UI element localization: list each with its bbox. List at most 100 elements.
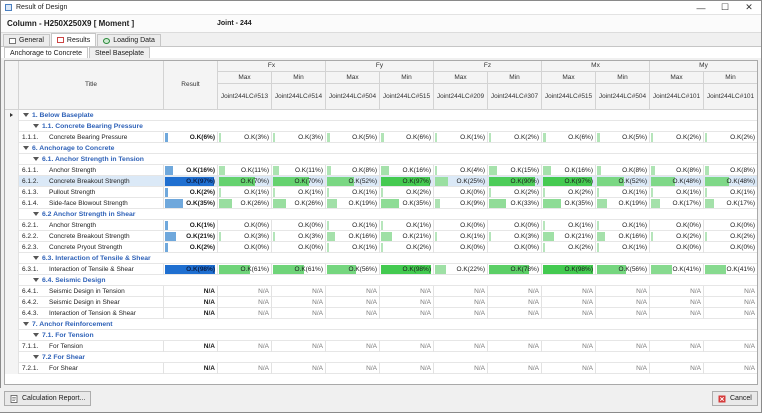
value-cell[interactable]: O.K(1%) bbox=[434, 132, 488, 143]
value-cell[interactable]: O.K(0%) bbox=[650, 220, 704, 231]
value-cell[interactable]: N/A bbox=[596, 286, 650, 297]
value-cell[interactable]: N/A bbox=[650, 286, 704, 297]
value-cell[interactable]: N/A bbox=[218, 341, 272, 352]
value-cell[interactable]: N/A bbox=[326, 308, 380, 319]
calculation-report-button[interactable]: Calculation Report... bbox=[4, 391, 92, 406]
value-cell[interactable]: O.K(70%) bbox=[272, 176, 326, 187]
value-cell[interactable]: N/A bbox=[488, 308, 542, 319]
value-cell[interactable]: O.K(15%) bbox=[488, 165, 542, 176]
value-cell[interactable]: N/A bbox=[434, 308, 488, 319]
value-cell[interactable]: N/A bbox=[596, 308, 650, 319]
value-cell[interactable]: O.K(78%) bbox=[488, 264, 542, 275]
collapse-arrow-icon[interactable] bbox=[23, 322, 29, 327]
value-cell[interactable]: N/A bbox=[704, 308, 757, 319]
value-cell[interactable]: N/A bbox=[218, 363, 272, 374]
value-cell[interactable]: O.K(48%) bbox=[650, 176, 704, 187]
collapse-arrow-icon[interactable] bbox=[33, 278, 39, 283]
value-cell[interactable]: N/A bbox=[272, 297, 326, 308]
result-cell[interactable]: O.K(21%) bbox=[164, 231, 218, 242]
value-cell[interactable]: O.K(2%) bbox=[488, 187, 542, 198]
section-row[interactable]: 6.2 Anchor Strength in Shear bbox=[5, 209, 757, 220]
value-cell[interactable]: N/A bbox=[488, 363, 542, 374]
table-row[interactable]: 6.4.1. Seismic Design in Tension N/A N/A N/A… bbox=[5, 286, 757, 297]
value-cell[interactable]: O.K(21%) bbox=[542, 231, 596, 242]
value-cell[interactable]: N/A bbox=[380, 363, 434, 374]
result-cell[interactable]: N/A bbox=[164, 341, 218, 352]
value-cell[interactable]: N/A bbox=[434, 297, 488, 308]
value-cell[interactable]: O.K(1%) bbox=[596, 220, 650, 231]
tab-loading-data[interactable]: Loading Data bbox=[97, 34, 161, 46]
value-cell[interactable]: O.K(2%) bbox=[488, 132, 542, 143]
collapse-arrow-icon[interactable] bbox=[23, 113, 29, 118]
collapse-arrow-icon[interactable] bbox=[33, 124, 39, 129]
value-cell[interactable]: N/A bbox=[488, 286, 542, 297]
tab-steel-baseplate[interactable]: Steel Baseplate bbox=[89, 47, 151, 58]
value-cell[interactable]: N/A bbox=[326, 297, 380, 308]
results-grid[interactable]: Title Result Fx Max Joint244 LC#513 Min Joint24… bbox=[4, 60, 758, 385]
cancel-button[interactable]: Cancel bbox=[712, 391, 758, 406]
section-row[interactable]: 6.1. Anchor Strength in Tension bbox=[5, 154, 757, 165]
value-cell[interactable]: N/A bbox=[704, 297, 757, 308]
value-cell[interactable]: N/A bbox=[380, 308, 434, 319]
value-cell[interactable]: O.K(17%) bbox=[704, 198, 757, 209]
table-row[interactable]: 7.2.1. For Shear N/A N/A N/A N/A N/A N/A N/A N/A N… bbox=[5, 363, 757, 374]
result-cell[interactable]: N/A bbox=[164, 286, 218, 297]
value-cell[interactable]: O.K(2%) bbox=[380, 242, 434, 253]
section-row[interactable]: 7.1. For Tension bbox=[5, 330, 757, 341]
result-cell[interactable]: O.K(16%) bbox=[164, 165, 218, 176]
value-cell[interactable]: O.K(16%) bbox=[326, 231, 380, 242]
value-cell[interactable]: N/A bbox=[434, 363, 488, 374]
value-cell[interactable]: O.K(8%) bbox=[326, 165, 380, 176]
value-cell[interactable]: O.K(1%) bbox=[542, 220, 596, 231]
value-cell[interactable]: O.K(1%) bbox=[218, 187, 272, 198]
value-cell[interactable]: O.K(1%) bbox=[380, 220, 434, 231]
value-cell[interactable]: N/A bbox=[704, 341, 757, 352]
value-cell[interactable]: N/A bbox=[488, 341, 542, 352]
value-cell[interactable]: O.K(90%) bbox=[488, 176, 542, 187]
table-row[interactable]: 1.1.1. Concrete Bearing Pressure O.K(6%) O.… bbox=[5, 132, 757, 143]
value-cell[interactable]: N/A bbox=[704, 363, 757, 374]
table-row[interactable]: 6.3.1. Interaction of Tensile & Shear O.K(… bbox=[5, 264, 757, 275]
collapse-arrow-icon[interactable] bbox=[23, 146, 29, 151]
value-cell[interactable]: O.K(52%) bbox=[596, 176, 650, 187]
value-cell[interactable]: N/A bbox=[542, 286, 596, 297]
value-cell[interactable]: O.K(8%) bbox=[704, 165, 757, 176]
value-cell[interactable]: O.K(16%) bbox=[380, 165, 434, 176]
value-cell[interactable]: O.K(1%) bbox=[326, 220, 380, 231]
value-cell[interactable]: O.K(0%) bbox=[218, 242, 272, 253]
result-cell[interactable]: N/A bbox=[164, 308, 218, 319]
value-cell[interactable]: N/A bbox=[542, 341, 596, 352]
value-cell[interactable]: O.K(2%) bbox=[704, 132, 757, 143]
section-row[interactable]: 6.3. Interaction of Tensile & Shear bbox=[5, 253, 757, 264]
value-cell[interactable]: N/A bbox=[650, 308, 704, 319]
value-cell[interactable]: N/A bbox=[596, 341, 650, 352]
value-cell[interactable]: O.K(33%) bbox=[488, 198, 542, 209]
value-cell[interactable]: N/A bbox=[434, 341, 488, 352]
table-row[interactable]: 6.4.2. Seismic Design in Shear N/A N/A N/A N/… bbox=[5, 297, 757, 308]
value-cell[interactable]: N/A bbox=[380, 341, 434, 352]
value-cell[interactable]: O.K(3%) bbox=[272, 231, 326, 242]
value-cell[interactable]: O.K(1%) bbox=[596, 187, 650, 198]
collapse-arrow-icon[interactable] bbox=[33, 333, 39, 338]
tab-results[interactable]: Results bbox=[50, 33, 97, 46]
result-cell[interactable]: N/A bbox=[164, 297, 218, 308]
value-cell[interactable]: O.K(5%) bbox=[596, 132, 650, 143]
section-row[interactable]: 6.4. Seismic Design bbox=[5, 275, 757, 286]
value-cell[interactable]: O.K(35%) bbox=[542, 198, 596, 209]
value-cell[interactable]: O.K(6%) bbox=[542, 132, 596, 143]
section-row[interactable]: 6. Anchorage to Concrete bbox=[5, 143, 757, 154]
value-cell[interactable]: O.K(11%) bbox=[218, 165, 272, 176]
value-cell[interactable]: O.K(8%) bbox=[596, 165, 650, 176]
value-cell[interactable]: O.K(0%) bbox=[488, 242, 542, 253]
value-cell[interactable]: N/A bbox=[218, 297, 272, 308]
result-cell[interactable]: O.K(2%) bbox=[164, 187, 218, 198]
value-cell[interactable]: O.K(1%) bbox=[704, 187, 757, 198]
value-cell[interactable]: N/A bbox=[704, 286, 757, 297]
value-cell[interactable]: N/A bbox=[272, 363, 326, 374]
value-cell[interactable]: O.K(0%) bbox=[434, 242, 488, 253]
value-cell[interactable]: O.K(0%) bbox=[488, 220, 542, 231]
value-cell[interactable]: N/A bbox=[326, 363, 380, 374]
collapse-arrow-icon[interactable] bbox=[33, 355, 39, 360]
value-cell[interactable]: O.K(16%) bbox=[596, 231, 650, 242]
value-cell[interactable]: O.K(2%) bbox=[650, 231, 704, 242]
